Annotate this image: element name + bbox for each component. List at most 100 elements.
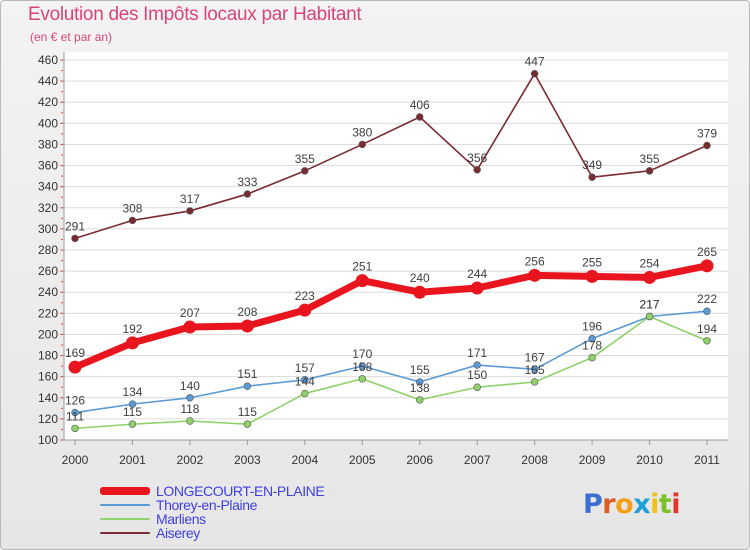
legend-item-longecourt: LONGECOURT-EN-PLAINE: [100, 483, 325, 499]
y-tick-label: 400: [38, 116, 58, 130]
series-line: [74, 315, 708, 430]
data-point: [71, 234, 79, 243]
data-label: 115: [123, 405, 142, 419]
logo-letter: x: [633, 489, 651, 520]
y-tick-label: 140: [38, 391, 58, 405]
data-label: 171: [467, 346, 487, 360]
x-tick-label: 2011: [694, 453, 720, 467]
data-point: [183, 320, 197, 334]
y-tick-label: 160: [38, 370, 58, 384]
chart-title: Evolution des Impôts locaux par Habitant: [28, 4, 362, 25]
data-label: 178: [582, 339, 602, 353]
data-label: 126: [65, 394, 85, 408]
data-point: [301, 376, 309, 384]
data-label: 240: [410, 271, 430, 285]
data-label: 355: [640, 152, 660, 166]
legend-swatch: [100, 532, 150, 534]
data-label: 155: [525, 363, 545, 377]
legend-label: Marliens: [156, 511, 206, 527]
y-tick-label: 460: [38, 53, 58, 67]
data-label: 111: [66, 409, 85, 423]
legend-label: LONGECOURT-EN-PLAINE: [156, 483, 325, 499]
data-label: 150: [467, 368, 487, 382]
legend-swatch: [100, 487, 150, 495]
legend-swatch: [100, 518, 150, 520]
chart-subtitle: (en € et par an): [30, 30, 113, 44]
data-point: [298, 303, 312, 317]
data-point: [416, 113, 424, 121]
data-point: [128, 420, 137, 428]
data-point: [530, 365, 539, 373]
logo-letter: o: [615, 489, 634, 520]
data-point: [588, 353, 596, 362]
y-tick-label: 240: [38, 285, 58, 299]
x-tick-label: 2007: [464, 453, 491, 467]
x-tick-label: 2004: [291, 453, 318, 467]
data-point: [473, 361, 481, 369]
data-label: 380: [352, 125, 372, 139]
data-point: [645, 167, 654, 175]
data-point: [473, 383, 481, 391]
y-tick-label: 180: [38, 349, 58, 363]
data-label: 118: [180, 402, 199, 416]
data-point: [358, 375, 366, 383]
data-label: 217: [640, 298, 660, 312]
data-point: [128, 400, 137, 408]
y-tick-label: 200: [38, 327, 58, 341]
data-point: [240, 319, 254, 333]
data-point: [703, 307, 711, 315]
data-label: 192: [122, 322, 142, 336]
legend-label: Aiserey: [156, 525, 200, 541]
data-point: [585, 269, 599, 283]
data-label: 115: [238, 405, 257, 419]
data-label: 254: [640, 256, 660, 270]
data-label: 194: [697, 322, 717, 336]
logo-letter: t: [658, 489, 672, 520]
data-label: 170: [352, 347, 372, 361]
data-point: [588, 173, 596, 181]
y-tick-label: 100: [38, 433, 58, 447]
x-tick-label: 2001: [119, 453, 146, 467]
data-point: [243, 382, 252, 390]
data-point: [416, 396, 424, 404]
data-point: [645, 312, 654, 321]
series-line: [74, 310, 708, 414]
y-tick-label: 120: [38, 412, 58, 426]
y-tick-label: 260: [38, 264, 58, 278]
x-tick-label: 2005: [349, 453, 376, 467]
data-label: 379: [697, 127, 717, 141]
y-tick-label: 380: [38, 137, 58, 151]
data-label: 207: [180, 306, 200, 320]
data-label: 333: [237, 175, 257, 189]
legend-swatch: [100, 504, 150, 506]
x-tick-label: 2010: [636, 453, 663, 467]
data-point: [243, 190, 252, 198]
data-label: 140: [180, 379, 200, 393]
data-point: [355, 274, 369, 288]
data-label: 155: [410, 363, 430, 377]
y-tick-label: 360: [38, 159, 58, 173]
plot-area: [64, 52, 728, 440]
y-tick-label: 300: [38, 222, 58, 236]
data-label: 196: [582, 320, 602, 334]
data-point: [71, 424, 79, 433]
logo-letter: P: [583, 489, 603, 520]
data-label: 158: [352, 360, 372, 374]
data-label: 223: [295, 289, 315, 303]
data-point: [703, 141, 711, 150]
proxiti-logo: Proxiti: [583, 489, 681, 520]
data-label: 317: [180, 192, 200, 206]
data-point: [71, 408, 79, 417]
data-point: [700, 259, 714, 273]
data-label: 356: [467, 151, 487, 165]
series-line: [74, 72, 708, 240]
data-label: 217: [640, 298, 660, 312]
data-point: [473, 166, 481, 174]
data-point: [643, 270, 657, 284]
data-point: [125, 336, 139, 350]
y-tick-label: 320: [38, 201, 58, 215]
legend-item-marliens: Marliens: [100, 512, 324, 526]
logo-letter: r: [602, 489, 616, 520]
data-point: [528, 268, 542, 282]
